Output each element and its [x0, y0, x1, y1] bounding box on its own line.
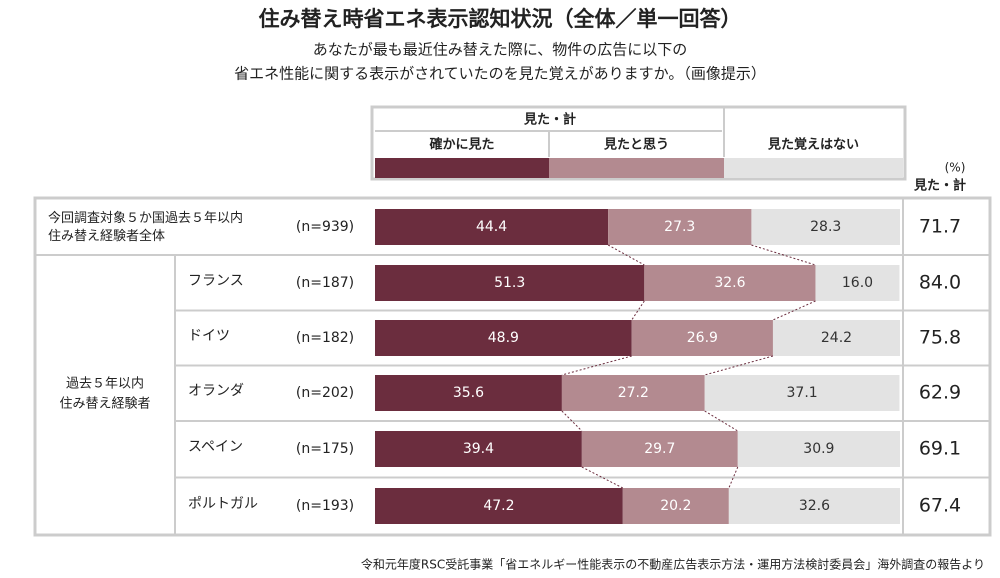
group-label: 住み替え経験者	[59, 397, 150, 412]
unit: (%)	[945, 161, 966, 175]
subtitle: 省エネ性能に関する表示がされていたのを見た覚えがありますか。（画像提示）	[234, 65, 766, 83]
value-label: 30.9	[803, 441, 834, 457]
row-label: オランダ	[188, 383, 244, 399]
total-label: 69.1	[919, 438, 961, 460]
row-label: フランス	[188, 273, 244, 289]
value-label: 28.3	[810, 219, 841, 235]
legend-group: 見た・計	[523, 112, 576, 128]
source: 令和元年度RSC受託事業「省エネルギー性能表示の不動産広告表示方法・運用方法検討…	[361, 557, 985, 572]
legend-box	[370, 105, 907, 181]
connector	[751, 244, 816, 266]
value-label: 16.0	[842, 275, 873, 291]
row-label: 今回調査対象５か国過去５年以内住み替え経験者全体	[48, 211, 244, 244]
bar-segment	[581, 431, 738, 467]
connector	[561, 410, 583, 432]
value-label: 44.4	[476, 219, 507, 235]
group-label: 過去５年以内	[66, 376, 144, 392]
bar-segment	[375, 488, 623, 524]
bar-segment	[728, 488, 900, 524]
connector	[561, 355, 632, 376]
value-label: 48.9	[488, 330, 519, 346]
bar-segment	[737, 431, 900, 467]
bar-segment	[772, 320, 900, 356]
legend-label: 確かに見た	[429, 137, 494, 153]
value-label: 47.2	[483, 498, 514, 514]
bar-segment	[704, 375, 900, 411]
value-label: 32.6	[799, 498, 830, 514]
bar-segment	[375, 265, 645, 301]
n-label: (n=193)	[296, 498, 354, 514]
legend-swatch	[724, 158, 903, 178]
value-label: 24.2	[821, 330, 852, 346]
bar-segment	[751, 209, 900, 245]
legend-label: 見たと思う	[603, 138, 669, 153]
value-label: 29.7	[644, 441, 675, 457]
value-label: 39.4	[463, 441, 494, 457]
bar-segment	[561, 375, 705, 411]
value-label: 51.3	[494, 275, 525, 291]
n-label: (n=187)	[296, 275, 354, 291]
bar-segment	[375, 375, 562, 411]
value-label: 35.6	[453, 385, 484, 401]
bar-segment	[608, 209, 752, 245]
n-label: (n=939)	[296, 219, 354, 235]
bar-segment	[375, 431, 582, 467]
legend-swatch	[549, 158, 724, 178]
value-label: 37.1	[787, 385, 818, 401]
value-label: 20.2	[660, 498, 691, 514]
bar-segment	[375, 320, 632, 356]
total-label: 62.9	[919, 382, 961, 404]
n-label: (n=202)	[296, 385, 354, 401]
total-label: 75.8	[919, 327, 961, 349]
connector	[607, 244, 645, 266]
legend-label: 見た覚えはない	[767, 137, 859, 153]
row-label: ポルトガル	[188, 496, 258, 512]
value-label: 27.2	[618, 385, 649, 401]
total-label: 84.0	[919, 272, 961, 294]
bar-segment	[375, 209, 609, 245]
bar-segment	[631, 320, 773, 356]
bar-segment	[644, 265, 816, 301]
bar-segment	[815, 265, 900, 301]
total-label: 71.7	[919, 216, 961, 238]
legend-swatch	[375, 158, 549, 178]
value-label: 26.9	[687, 330, 718, 346]
total-header: 見た・計	[913, 178, 966, 194]
value-label: 32.6	[714, 275, 745, 291]
row-label: ドイツ	[188, 328, 230, 344]
value-label: 27.3	[664, 219, 695, 235]
row-label: スペイン	[188, 439, 243, 455]
bar-segment	[622, 488, 729, 524]
n-label: (n=175)	[296, 441, 354, 457]
connector	[704, 410, 739, 432]
chart-title: 住み替え時省エネ表示認知状況（全体／単一回答）	[259, 7, 742, 31]
total-label: 67.4	[919, 495, 961, 517]
n-label: (n=182)	[296, 330, 354, 346]
subtitle: あなたが最も最近住み替えた際に、物件の広告に以下の	[313, 41, 688, 59]
